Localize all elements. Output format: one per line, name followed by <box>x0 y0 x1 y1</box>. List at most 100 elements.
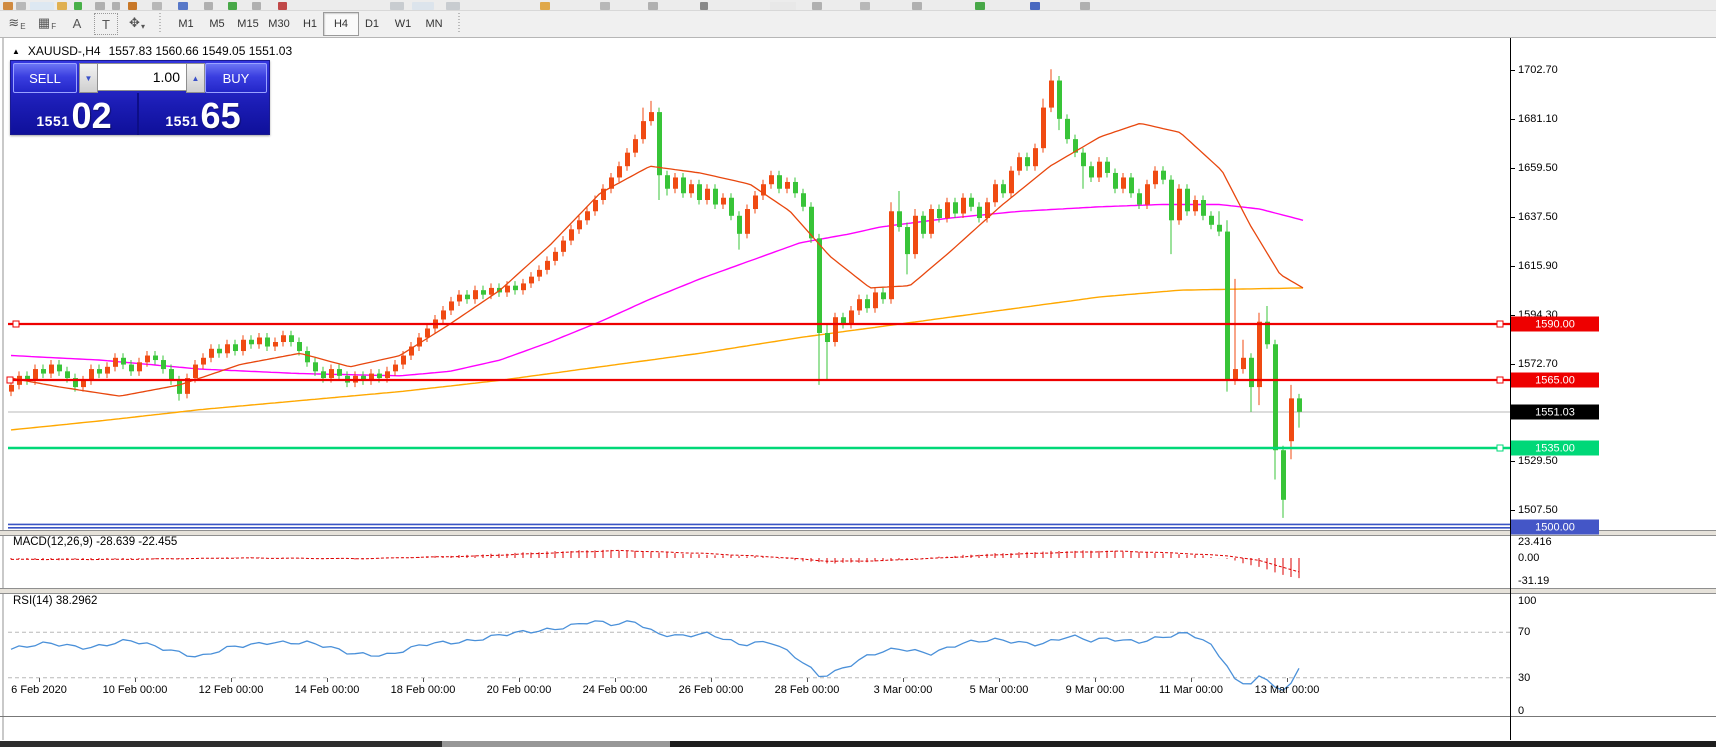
toolbar-separator <box>159 13 161 33</box>
sell-price[interactable]: 1551 02 <box>11 93 139 135</box>
timeframe-button-m5[interactable]: M5 <box>209 18 225 30</box>
toolbar-icon-sliver <box>152 2 162 10</box>
chart-canvas[interactable] <box>0 38 1716 747</box>
toolbar-icon-sliver <box>540 2 550 10</box>
price-tick-label: 30 <box>1518 672 1531 684</box>
price-tick-mark <box>1510 266 1515 267</box>
window-tab-segment[interactable] <box>442 741 670 747</box>
indicator-window-icon-glyph: ▦ <box>37 15 51 30</box>
label-tool-icon[interactable]: T <box>94 13 118 35</box>
toolbar-icon-sliver <box>128 2 137 10</box>
time-tick-mark <box>615 678 616 682</box>
price-tick-label: 1637.50 <box>1518 211 1558 223</box>
buy-price[interactable]: 1551 65 <box>139 93 267 135</box>
one-click-trading-panel: SELL ▼ ▲ BUY 1551 02 1551 65 <box>10 60 270 135</box>
volume-input[interactable] <box>98 63 186 91</box>
time-tick-mark <box>903 678 904 682</box>
time-tick-label: 28 Feb 00:00 <box>774 684 840 696</box>
ma-fast-line <box>10 123 1304 397</box>
toolbar-icon-sliver <box>700 2 708 10</box>
buy-button[interactable]: BUY <box>205 63 267 93</box>
time-tick-label: 6 Feb 2020 <box>11 684 67 696</box>
toolbar-icon-sliver <box>860 2 870 10</box>
toolbar-icon-sliver <box>1080 2 1090 10</box>
price-tick-mark <box>1510 168 1515 169</box>
chart-toolbar-row: ≋ E ▦ F A T ✥ ▾ M1 M5 M15 M30 H1 H4 D1 W1 MN <box>0 10 1716 37</box>
macd-indicator-label: MACD(12,26,9) -28.639 -22.455 <box>13 536 178 548</box>
macd-signal-line <box>10 549 1300 573</box>
price-tick-mark <box>1510 510 1515 511</box>
indicators-icon-sub: E <box>20 22 26 31</box>
chart-left-border <box>2 38 4 740</box>
window-tab-segment[interactable] <box>670 741 1716 747</box>
window-tabs-strip[interactable] <box>0 740 1716 747</box>
indicator-window-icon[interactable]: ▦ F <box>34 11 60 35</box>
timeframe-button-m1[interactable]: M1 <box>178 18 194 30</box>
toolbar-icon-sliver <box>30 2 54 10</box>
volume-increase-button[interactable]: ▲ <box>186 63 205 93</box>
time-tick-mark <box>999 678 1000 682</box>
indicator-window-icon-sub: F <box>51 22 57 31</box>
price-tick-mark <box>1510 461 1515 462</box>
price-tick-label: 1507.50 <box>1518 504 1558 516</box>
time-tick-mark <box>327 678 328 682</box>
time-tick-label: 13 Mar 00:00 <box>1254 684 1320 696</box>
price-tick-label: 23.416 <box>1518 536 1552 548</box>
time-tick-mark <box>39 678 40 682</box>
chart-window[interactable]: ▲ XAUUSD-,H4 1557.83 1560.66 1549.05 155… <box>0 38 1716 747</box>
toolbar-icon-sliver <box>74 2 82 10</box>
time-tick-mark <box>519 678 520 682</box>
price-tick-mark <box>1510 70 1515 71</box>
timeframe-button-w1[interactable]: W1 <box>394 18 412 30</box>
sell-button[interactable]: SELL <box>13 63 77 93</box>
indicators-icon[interactable]: ≋ E <box>4 11 30 35</box>
price-axis-border <box>1510 38 1511 740</box>
time-tick-mark <box>807 678 808 682</box>
rsi-pane-splitter[interactable] <box>0 588 1716 594</box>
toolbar-icon-sliver <box>252 2 261 10</box>
text-tool-icon[interactable]: A <box>64 11 90 35</box>
toolbar: ≋ E ▦ F A T ✥ ▾ M1 M5 M15 M30 H1 H4 D1 W1 MN <box>0 0 1716 38</box>
toolbar-icon-sliver <box>412 2 434 10</box>
text-tool-icon-glyph: A <box>72 15 82 31</box>
price-tick-mark <box>1510 217 1515 218</box>
price-level-chip: 1535.00 <box>1511 440 1599 456</box>
objects-tool-icon[interactable]: ✥ ▾ <box>124 11 150 35</box>
price-level-chip: 1590.00 <box>1511 316 1599 332</box>
timeframe-button-d1[interactable]: D1 <box>364 18 380 30</box>
price-tick-label: 1702.70 <box>1518 64 1558 76</box>
price-tick-label: 100 <box>1518 595 1537 607</box>
macd-pane-splitter[interactable] <box>0 530 1716 536</box>
timeframe-button-h4[interactable]: H4 <box>323 12 359 36</box>
time-tick-label: 14 Feb 00:00 <box>294 684 360 696</box>
timeframe-button-m15[interactable]: M15 <box>237 18 259 30</box>
volume-decrease-button[interactable]: ▼ <box>79 63 98 93</box>
time-tick-mark <box>1287 678 1288 682</box>
ma-slow-line <box>10 287 1304 431</box>
timeframe-button-m30[interactable]: M30 <box>268 18 290 30</box>
ohlc-readout: 1557.83 1560.66 1549.05 1551.03 <box>108 44 293 58</box>
time-tick-label: 24 Feb 00:00 <box>582 684 648 696</box>
toolbar-icon-sliver <box>95 2 105 10</box>
time-tick-mark <box>1191 678 1192 682</box>
toolbar-icon-sliver <box>57 2 67 10</box>
toolbar-icon-sliver <box>770 2 796 10</box>
time-tick-mark <box>711 678 712 682</box>
timeframe-button-mn[interactable]: MN <box>425 18 443 30</box>
time-tick-mark <box>423 678 424 682</box>
timeframe-button-h1[interactable]: H1 <box>302 18 318 30</box>
collapse-panel-icon[interactable]: ▲ <box>12 46 20 56</box>
label-tool-icon-glyph: T <box>102 16 110 32</box>
price-tick-mark <box>1510 315 1515 316</box>
rsi-pane-bottom-border <box>0 716 1716 717</box>
time-tick-label: 26 Feb 00:00 <box>678 684 744 696</box>
time-tick-label: 12 Feb 00:00 <box>198 684 264 696</box>
time-tick-mark <box>1095 678 1096 682</box>
toolbar-icon-sliver <box>600 2 610 10</box>
window-tab-segment[interactable] <box>0 741 442 747</box>
toolbar-icon-sliver <box>446 2 460 10</box>
time-tick-label: 18 Feb 00:00 <box>390 684 456 696</box>
chart-title: ▲ XAUUSD-,H4 1557.83 1560.66 1549.05 155… <box>12 44 292 58</box>
price-tick-mark <box>1510 119 1515 120</box>
